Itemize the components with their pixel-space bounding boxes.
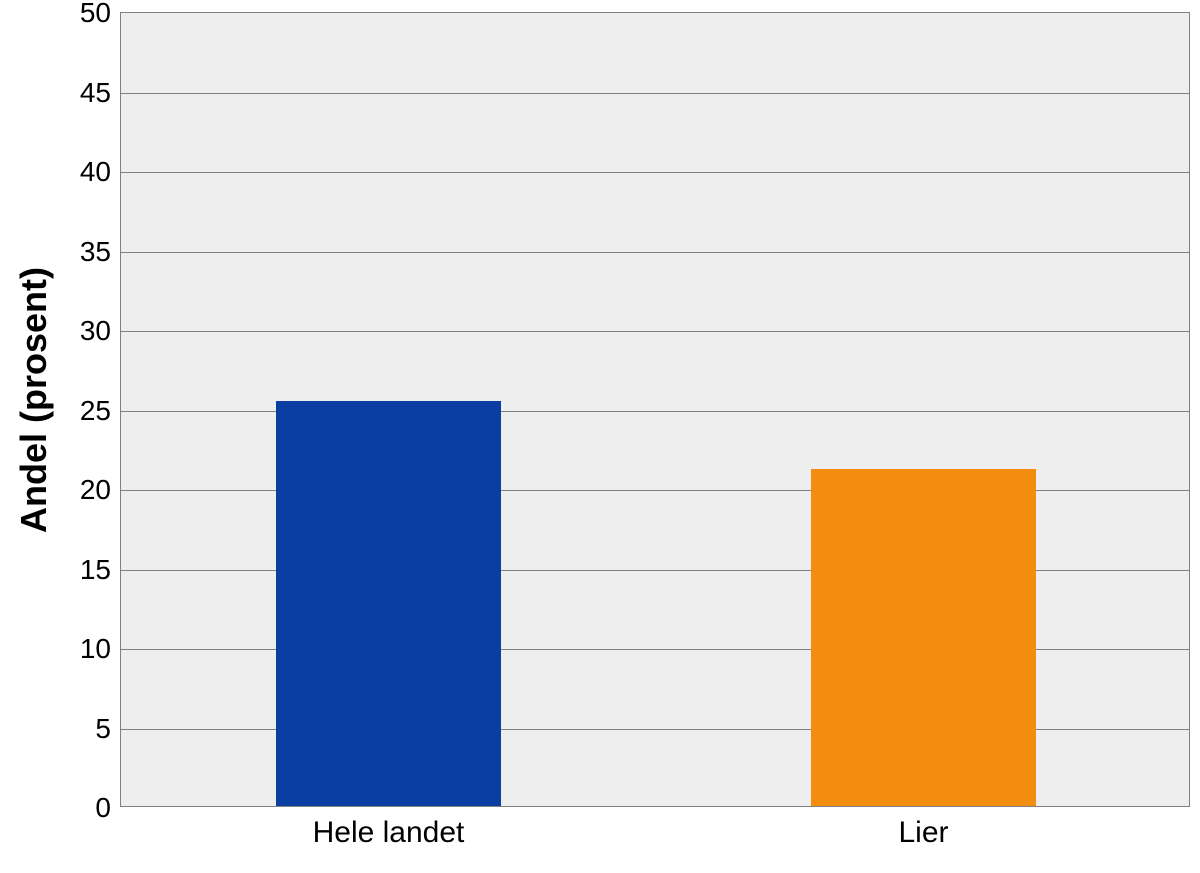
y-tick-label: 20 — [80, 474, 121, 506]
gridline — [121, 331, 1189, 332]
y-tick-label: 15 — [80, 554, 121, 586]
y-tick-label: 35 — [80, 236, 121, 268]
gridline — [121, 172, 1189, 173]
y-axis-title: Andel (prosent) — [13, 267, 55, 533]
y-tick-label: 0 — [95, 792, 121, 824]
x-tick-label: Lier — [898, 806, 948, 850]
y-tick-label: 45 — [80, 77, 121, 109]
plot-area: 05101520253035404550Hele landetLier — [120, 12, 1190, 807]
y-tick-label: 40 — [80, 156, 121, 188]
y-tick-label: 25 — [80, 395, 121, 427]
gridline — [121, 252, 1189, 253]
y-tick-label: 50 — [80, 0, 121, 29]
x-tick-label: Hele landet — [313, 806, 465, 850]
y-tick-label: 5 — [95, 713, 121, 745]
y-tick-label: 10 — [80, 633, 121, 665]
bar — [276, 401, 501, 806]
bar — [811, 469, 1036, 806]
bar-chart: Andel (prosent) 05101520253035404550Hele… — [0, 0, 1200, 873]
gridline — [121, 93, 1189, 94]
y-tick-label: 30 — [80, 315, 121, 347]
